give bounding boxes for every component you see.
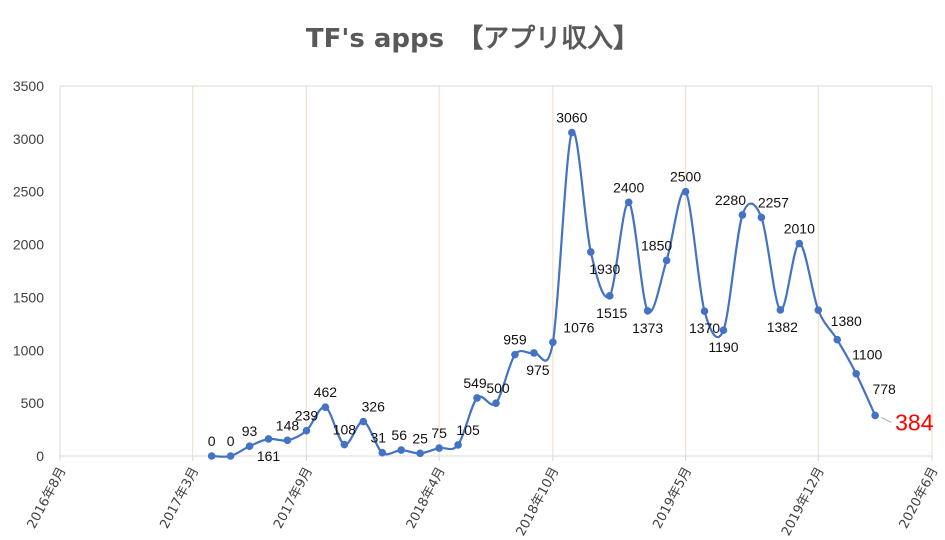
data-point <box>416 449 424 458</box>
data-point <box>321 403 330 411</box>
data-label: 1850 <box>641 237 672 253</box>
data-label: 56 <box>391 427 407 443</box>
data-label: 462 <box>314 384 338 400</box>
data-label: 1373 <box>632 320 663 336</box>
data-label: 2400 <box>613 179 644 195</box>
data-point <box>340 440 349 449</box>
data-label: 161 <box>257 448 281 464</box>
data-point <box>757 213 766 222</box>
y-tick-label: 2000 <box>13 237 44 253</box>
data-point <box>530 349 538 357</box>
data-point <box>681 187 690 196</box>
y-tick-label: 3500 <box>13 78 44 94</box>
x-tick-label: 2017年9月 <box>271 465 316 532</box>
y-tick-label: 500 <box>21 395 45 411</box>
data-point <box>473 394 481 402</box>
data-label: 2257 <box>758 194 789 210</box>
x-tick-label: 2019年5月 <box>650 465 695 532</box>
data-point <box>264 435 273 443</box>
x-tick-label: 2019年12月 <box>779 465 828 539</box>
data-label: 1370 <box>689 320 720 336</box>
x-tick-label: 2018年10月 <box>514 465 563 539</box>
data-point <box>662 256 671 265</box>
data-point <box>454 441 462 449</box>
data-point <box>378 448 387 457</box>
data-label: 93 <box>242 423 258 439</box>
data-point <box>226 452 235 460</box>
data-label: 0 <box>227 433 235 449</box>
axes <box>59 85 933 461</box>
data-point <box>245 442 254 450</box>
x-tick-label: 2016年8月 <box>25 465 70 532</box>
data-label: 959 <box>503 332 527 348</box>
data-label: 2280 <box>715 192 746 208</box>
data-label: 108 <box>333 422 357 438</box>
data-point <box>795 239 804 248</box>
data-label: 3060 <box>556 110 587 126</box>
data-label: 31 <box>370 430 386 446</box>
data-label: 148 <box>276 417 300 433</box>
data-label: 1930 <box>589 261 620 277</box>
data-point <box>605 292 614 300</box>
data-label: 0 <box>208 433 216 449</box>
data-point <box>624 198 633 207</box>
data-point <box>302 426 311 435</box>
data-label: 975 <box>526 362 550 378</box>
chart-title: TF's apps 【アプリ収入】 <box>305 24 640 54</box>
data-point <box>549 338 557 347</box>
data-point <box>359 417 368 426</box>
data-label: 1076 <box>563 319 594 335</box>
data-point <box>833 335 842 344</box>
data-point <box>435 444 443 452</box>
x-tick-label: 2020年6月 <box>897 465 942 532</box>
data-points <box>207 128 879 460</box>
data-point <box>738 211 747 219</box>
y-tick-label: 2500 <box>13 184 44 200</box>
data-point <box>700 307 709 315</box>
data-point <box>492 399 500 407</box>
gridlines <box>192 86 933 456</box>
data-point <box>871 411 879 420</box>
data-point <box>643 307 652 315</box>
data-label: 239 <box>295 408 319 424</box>
data-label-leader <box>880 416 892 423</box>
data-label: 326 <box>362 399 386 415</box>
data-label: 2500 <box>670 169 701 185</box>
data-label: 2010 <box>784 221 815 237</box>
data-point <box>719 326 728 335</box>
data-label: 1190 <box>708 339 738 355</box>
data-label: 1515 <box>596 305 627 321</box>
y-tick-label: 3000 <box>13 131 44 147</box>
data-point <box>207 452 216 460</box>
data-label: 1382 <box>767 319 798 335</box>
data-point <box>852 369 860 378</box>
data-label-highlight: 384 <box>895 409 934 435</box>
y-tick-label: 1000 <box>13 342 44 358</box>
data-point <box>397 446 406 454</box>
x-tick-label: 2018年4月 <box>404 465 449 532</box>
data-label: 105 <box>456 422 480 438</box>
data-label: 75 <box>431 425 447 441</box>
data-label: 778 <box>872 381 896 397</box>
data-label: 25 <box>412 430 428 446</box>
data-point <box>511 350 519 359</box>
y-tick-label: 0 <box>36 448 44 464</box>
data-point <box>283 436 292 445</box>
data-point <box>568 128 576 137</box>
x-tick-label: 2017年3月 <box>157 465 202 532</box>
data-point <box>586 248 595 256</box>
data-label: 1380 <box>831 313 862 329</box>
data-label: 1100 <box>852 347 882 363</box>
y-tick-label: 1500 <box>13 289 44 305</box>
data-point <box>814 306 823 314</box>
data-label: 500 <box>486 380 510 396</box>
data-point <box>776 306 785 314</box>
data-label: 549 <box>463 375 487 391</box>
